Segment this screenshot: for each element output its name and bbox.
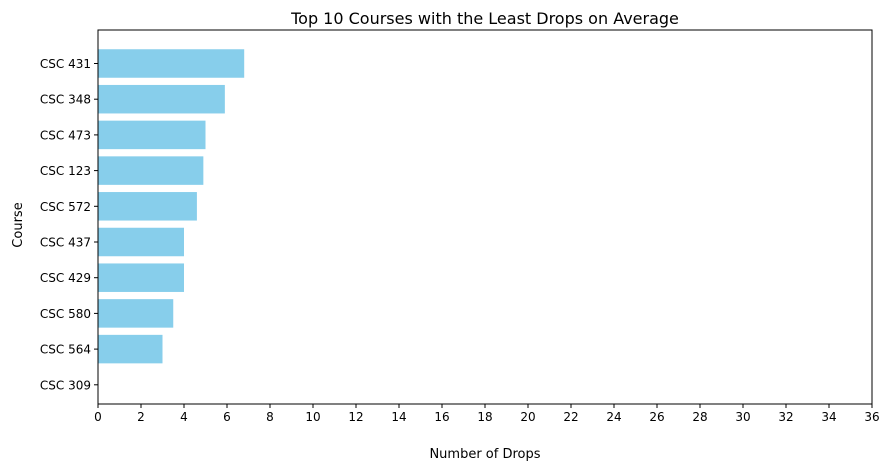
chart-title: Top 10 Courses with the Least Drops on A… (290, 9, 679, 28)
y-tick-label: CSC 348 (40, 93, 91, 107)
y-tick-label: CSC 309 (40, 378, 91, 392)
x-tick-label: 24 (606, 410, 621, 424)
y-tick-label: CSC 564 (40, 343, 91, 357)
x-tick-label: 36 (864, 410, 879, 424)
bar (98, 192, 197, 221)
x-tick-label: 4 (180, 410, 188, 424)
x-tick-label: 30 (735, 410, 750, 424)
bar (98, 334, 163, 364)
x-tick-label: 14 (391, 410, 406, 424)
bar (98, 299, 174, 328)
x-tick-label: 32 (778, 410, 793, 424)
y-axis-label: Course (11, 202, 26, 247)
x-tick-label: 16 (434, 410, 449, 424)
y-tick-label: CSC 431 (40, 57, 91, 71)
x-tick-label: 20 (520, 410, 535, 424)
y-ticks-group: CSC 431 CSC 348 CSC 473 CSC 123 CSC 572 CSC 4… (40, 57, 98, 392)
y-tick-label: CSC 572 (40, 200, 91, 214)
bar (98, 227, 184, 257)
x-tick-label: 0 (94, 410, 102, 424)
y-tick-label: CSC 473 (40, 128, 91, 142)
bar (98, 263, 184, 292)
x-axis-label: Number of Drops (429, 447, 540, 462)
y-tick-label: CSC 580 (40, 307, 91, 321)
y-tick-label: CSC 437 (40, 236, 91, 250)
x-tick-label: 8 (266, 410, 274, 424)
x-tick-label: 22 (563, 410, 578, 424)
bars-group (98, 49, 245, 364)
x-ticks-group: 0 2 4 6 8 10 12 14 16 18 20 22 24 26 28 30 32 34 36 (94, 404, 880, 424)
x-tick-label: 28 (692, 410, 707, 424)
x-tick-label: 2 (137, 410, 145, 424)
y-tick-label: CSC 123 (40, 164, 91, 178)
x-tick-label: 10 (305, 410, 320, 424)
x-tick-label: 26 (649, 410, 664, 424)
bar (98, 49, 245, 78)
x-tick-label: 12 (348, 410, 363, 424)
x-tick-label: 34 (821, 410, 836, 424)
bar (98, 84, 225, 114)
bar (98, 156, 204, 185)
x-tick-label: 18 (477, 410, 492, 424)
y-tick-label: CSC 429 (40, 271, 91, 285)
x-tick-label: 6 (223, 410, 231, 424)
bar (98, 120, 206, 150)
